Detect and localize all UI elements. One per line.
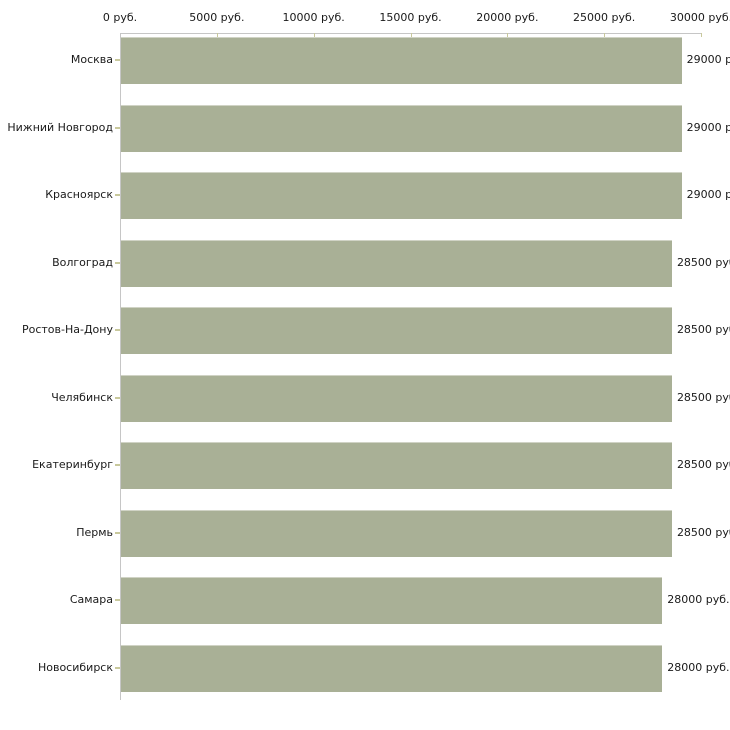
bar [121, 644, 663, 692]
bar [121, 442, 672, 489]
bar-value-label: 29000 руб. [686, 188, 730, 201]
category-label: Ростов-На-Дону [21, 323, 113, 336]
bar-value-label: 29000 руб. [686, 120, 730, 134]
y-axis-line [120, 33, 121, 700]
x-axis-tick-mark [507, 33, 509, 37]
bar [121, 509, 672, 557]
x-axis-tick-label: 0 руб. [102, 11, 138, 24]
x-axis-tick-mark [313, 33, 315, 37]
x-axis-tick-mark [604, 33, 606, 37]
category-label: Волгоград [52, 255, 113, 269]
category-tick-mark [115, 261, 120, 264]
bar-value-label: 28500 руб. [676, 390, 730, 404]
x-axis-tick-label: 25000 руб. [573, 11, 636, 24]
category-tick-mark [115, 599, 120, 601]
bar-value-label: 28000 руб. [667, 660, 730, 674]
bar [121, 37, 682, 84]
x-axis-tick-label: 30000 руб. [669, 11, 730, 24]
category-tick-mark [115, 194, 120, 196]
category-label: Нижний Новгород [7, 120, 113, 134]
x-axis-tick-mark [701, 33, 702, 37]
bar-value-label: 28500 руб. [676, 525, 730, 539]
x-axis-tick-label: 5000 руб. [189, 11, 245, 24]
category-tick-mark [115, 531, 120, 534]
x-axis-tick-mark [216, 33, 218, 37]
bar [121, 104, 682, 152]
category-tick-mark [115, 666, 120, 669]
bar [121, 577, 663, 624]
category-tick-mark [115, 464, 120, 466]
category-tick-mark [115, 396, 120, 399]
x-axis-tick-label: 10000 руб. [282, 11, 345, 24]
x-axis-tick-mark [410, 33, 412, 37]
bar-value-label: 29000 руб. [686, 53, 730, 66]
category-label: Москва [70, 53, 113, 66]
category-label: Новосибирск [37, 660, 113, 674]
bar [121, 239, 672, 287]
bar-value-label: 28000 руб. [667, 593, 730, 606]
bar [121, 307, 672, 354]
x-axis-tick-label: 20000 руб. [476, 11, 539, 24]
category-label: Челябинск [51, 390, 113, 404]
bar [121, 172, 682, 219]
category-label: Екатеринбург [32, 458, 113, 471]
category-tick-mark [115, 329, 120, 331]
x-axis-tick-label: 15000 руб. [379, 11, 442, 24]
category-label: Красноярск [45, 188, 113, 201]
category-tick-mark [115, 59, 120, 61]
bar-value-label: 28500 руб. [676, 255, 730, 269]
bar-value-label: 28500 руб. [676, 458, 730, 471]
category-label: Пермь [76, 525, 113, 539]
category-tick-mark [115, 126, 120, 129]
bar-value-label: 28500 руб. [676, 323, 730, 336]
category-label: Самара [69, 593, 113, 606]
bar [121, 374, 672, 422]
